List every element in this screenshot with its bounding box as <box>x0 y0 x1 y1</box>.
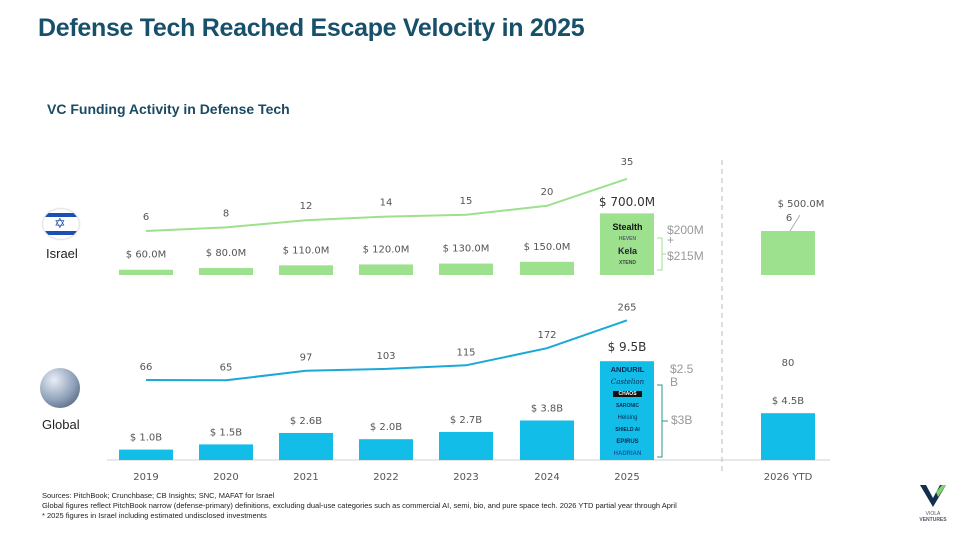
global-bar-2021 <box>279 432 333 460</box>
global-bracket-top: $2.5 B <box>670 362 694 389</box>
x-tick-label: 2023 <box>453 472 478 483</box>
global-bar-label: $ 4.5B <box>772 396 804 407</box>
footnote-israel: * 2025 figures in Israel including estim… <box>42 511 267 520</box>
israel-deals-label: 12 <box>300 201 313 212</box>
israel-bracket-top: $200M <box>667 223 704 237</box>
logo-stealth: Stealth <box>612 222 643 232</box>
israel-bar-label: $ 130.0M <box>443 244 490 255</box>
logo-shield-ai: SHIELD AI <box>615 427 640 433</box>
page-title: Defense Tech Reached Escape Velocity in … <box>38 14 585 42</box>
global-bar-label: $ 2.6B <box>290 416 322 427</box>
logo-hadrian: HADRIAN <box>613 451 642 457</box>
israel-deals-label: 6 <box>786 213 792 224</box>
x-tick-label: 2021 <box>293 472 318 483</box>
global-deals-line <box>145 319 628 382</box>
israel-bar-label: $ 60.0M <box>126 250 166 261</box>
global-bar-label: $ 2.7B <box>450 415 482 426</box>
footnotes: Sources: PitchBook; Crunchbase; CB Insig… <box>42 491 677 521</box>
x-tick-label: 2019 <box>133 472 158 483</box>
global-row-label: Global <box>42 417 80 432</box>
israel-bracket-plus: + <box>667 233 675 247</box>
chart-subtitle: VC Funding Activity in Defense Tech <box>47 101 290 117</box>
global-bar-2026 YTD <box>761 413 815 460</box>
israel-bar-2025 <box>600 213 654 275</box>
logo-heven: HEVEN <box>618 236 637 242</box>
israel-bracket <box>657 237 666 271</box>
israel-bar-label: $ 700.0M <box>599 195 655 209</box>
israel-deals-label: 14 <box>380 198 393 209</box>
israel-bar-label: $ 500.0M <box>778 199 825 210</box>
israel-deals-label: 8 <box>223 208 229 219</box>
israel-bar-label: $ 120.0M <box>363 244 410 255</box>
israel-bar-2019 <box>119 269 173 275</box>
israel-deals-label: 15 <box>460 196 473 207</box>
global-bracket-bottom: $3B <box>671 413 693 427</box>
x-tick-label: 2026 YTD <box>764 472 813 483</box>
global-deals-label: 80 <box>782 358 795 369</box>
globe-icon <box>40 368 80 408</box>
israel-bar-2023 <box>439 263 493 275</box>
israel-2026-leader-line <box>789 214 801 232</box>
global-bar-2022 <box>359 439 413 460</box>
x-tick-label: 2024 <box>534 472 559 483</box>
logo-helsing: Helsing <box>617 415 638 421</box>
x-tick-label: 2025 <box>614 472 639 483</box>
israel-bar-2022 <box>359 264 413 275</box>
israel-bar-2021 <box>279 265 333 275</box>
israel-bar-2024 <box>520 261 574 275</box>
viola-ventures-logo: VIOLA VENTURES <box>913 483 953 523</box>
global-deals-label: 97 <box>300 353 313 364</box>
global-2025-logos: ANDURIL Castelion CHAOS SARONIC Helsing … <box>601 364 654 460</box>
logo-castelion: Castelion <box>610 378 645 386</box>
global-bar-2019 <box>119 449 173 460</box>
global-deals-label: 65 <box>220 362 233 373</box>
x-tick-label: 2022 <box>373 472 398 483</box>
israel-bracket-bottom: $215M <box>667 249 704 263</box>
global-bar-2025 <box>600 361 654 460</box>
global-deals-label: 172 <box>537 330 556 341</box>
israel-bar-2026 YTD <box>761 231 815 275</box>
israel-bar-label: $ 80.0M <box>206 248 246 259</box>
global-bar-label: $ 9.5B <box>608 340 647 354</box>
logo-line2: VENTURES <box>919 517 947 523</box>
israel-bar-2020 <box>199 267 253 275</box>
israel-flag-icon: ✡ <box>43 209 79 239</box>
israel-2025-logos: Stealth HEVEN Kela XTEND <box>601 221 654 269</box>
x-tick-label: 2020 <box>213 472 238 483</box>
global-bar-2023 <box>439 431 493 460</box>
footnote-definitions: Global figures reflect PitchBook narrow … <box>42 501 677 510</box>
footnote-sources: Sources: PitchBook; Crunchbase; CB Insig… <box>42 491 275 500</box>
global-deals-label: 66 <box>140 362 153 373</box>
global-bar-label: $ 2.0B <box>370 422 402 433</box>
israel-row-label: Israel <box>46 246 78 261</box>
logo-saronic: SARONIC <box>615 403 640 409</box>
global-bracket <box>657 384 668 458</box>
israel-bar-label: $ 110.0M <box>283 245 330 256</box>
global-deals-label: 115 <box>456 347 475 358</box>
global-bar-label: $ 3.8B <box>531 403 563 414</box>
global-bar-2020 <box>199 444 253 460</box>
global-bar-label: $ 1.0B <box>130 433 162 444</box>
israel-deals-line <box>145 177 628 232</box>
israel-deals-label: 20 <box>541 187 554 198</box>
logo-line1: VIOLA <box>925 511 941 517</box>
israel-deals-label: 35 <box>621 157 634 168</box>
logo-xtend: XTEND <box>619 260 636 266</box>
global-deals-label: 103 <box>376 351 395 362</box>
global-bar-2024 <box>520 420 574 460</box>
global-bar-label: $ 1.5B <box>210 427 242 438</box>
israel-bar-label: $ 150.0M <box>524 242 571 253</box>
israel-deals-label: 6 <box>143 212 149 223</box>
logo-kela: Kela <box>617 246 637 256</box>
logo-anduril: ANDURIL <box>610 365 645 374</box>
global-deals-label: 265 <box>617 302 636 313</box>
logo-chaos: CHAOS <box>613 391 642 397</box>
logo-epirus: EPIRUS <box>616 439 639 445</box>
viola-v-icon <box>920 485 946 507</box>
